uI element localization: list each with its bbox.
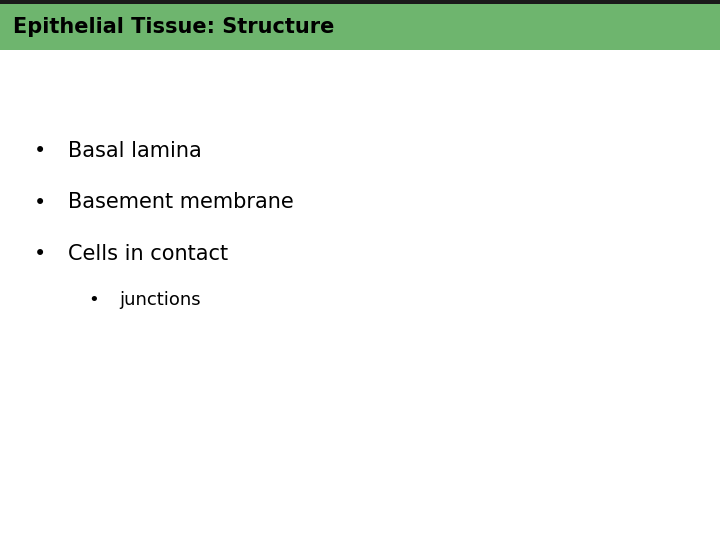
Text: •: • (89, 291, 99, 309)
Text: •: • (33, 244, 46, 264)
Bar (0, 4, 720, 50)
Text: junctions: junctions (119, 291, 200, 309)
Text: Basal lamina: Basal lamina (68, 141, 202, 161)
Text: Cells in contact: Cells in contact (68, 244, 228, 264)
Text: •: • (33, 141, 46, 161)
Bar (0, 0, 720, 4)
Text: •: • (33, 192, 46, 213)
Text: Basement membrane: Basement membrane (68, 192, 294, 213)
Text: Epithelial Tissue: Structure: Epithelial Tissue: Structure (13, 17, 334, 37)
